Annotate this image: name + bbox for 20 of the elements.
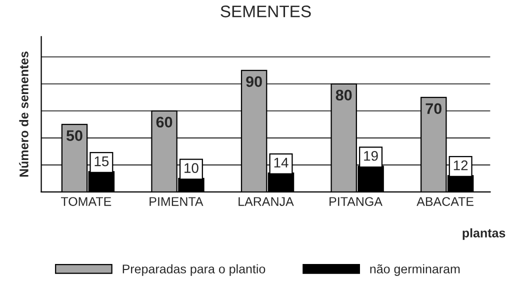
- data-label: 80: [336, 90, 352, 101]
- x-tick-label: ABACATE: [416, 197, 474, 206]
- data-label: 12: [454, 160, 468, 170]
- x-axis-title: plantas: [462, 228, 506, 240]
- x-tick-label: PIMENTA: [150, 197, 204, 206]
- data-label: 19: [364, 150, 378, 161]
- data-label: 10: [184, 163, 198, 173]
- legend-label: não germinaram: [370, 264, 460, 276]
- data-label: 90: [246, 76, 262, 88]
- data-label: 50: [66, 130, 82, 142]
- x-tick-label: PITANGA: [330, 197, 382, 206]
- data-label: 60: [156, 116, 172, 128]
- data-label: 70: [426, 103, 442, 114]
- chart-title: SEMENTES: [220, 6, 311, 18]
- data-label: 14: [274, 158, 288, 168]
- y-axis-title: Número de sementes: [19, 52, 28, 177]
- legend-label: Preparadas para o plantio: [122, 264, 266, 276]
- x-tick-label: LARANJA: [238, 197, 294, 206]
- x-tick-label: TOMATE: [60, 197, 112, 206]
- data-label: 15: [94, 156, 109, 166]
